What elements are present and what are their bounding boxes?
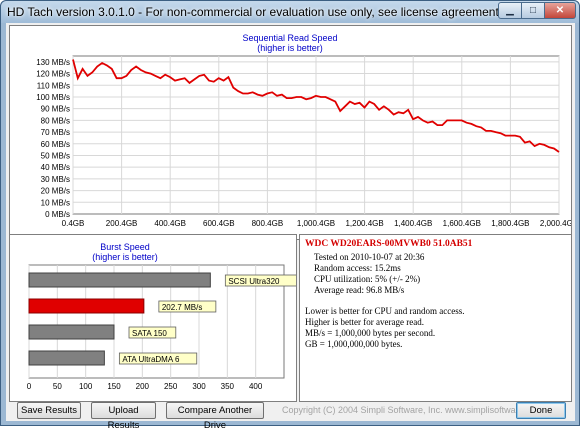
burst-bar-label: ATA UltraDMA 6 — [122, 355, 180, 364]
sequential-read-chart: 0 MB/s 10 MB/s 20 MB/s 30 MB/s 40 MB/s 50 MB/… — [36, 55, 571, 228]
burst-tick-label: 350 — [221, 382, 235, 391]
y-tick-label: 90 MB/s — [41, 105, 70, 114]
burst-bar-label: 202.7 MB/s — [162, 303, 202, 312]
burst-bar — [28, 324, 115, 340]
client-area: Sequential Read Speed (higher is better)… — [6, 23, 575, 431]
burst-tick-label: 300 — [192, 382, 206, 391]
y-tick-label: 50 MB/s — [41, 151, 70, 160]
note-higher-better: Higher is better for average read. — [305, 317, 424, 327]
note-lower-better: Lower is better for CPU and random acces… — [305, 306, 465, 316]
x-tick-label: 800.4GB — [252, 219, 284, 228]
burst-tick-label: 50 — [53, 382, 62, 391]
burst-chart-title: Burst Speed — [100, 242, 150, 252]
x-tick-label: 2,000.4GB — [540, 219, 571, 228]
sequential-read-panel: Sequential Read Speed (higher is better)… — [9, 25, 572, 240]
burst-tick-label: 400 — [249, 382, 263, 391]
x-tick-label: 1,200.4GB — [345, 219, 383, 228]
burst-bar — [28, 272, 211, 288]
maximize-button[interactable]: □ — [521, 2, 545, 19]
burst-bar-label-box — [158, 300, 217, 313]
y-tick-label: 120 MB/s — [36, 70, 70, 79]
save-results-button[interactable]: Save Results — [17, 402, 81, 419]
burst-bar-label-box — [224, 274, 296, 287]
drive-name: WDC WD20EARS-00MVWB0 51.0AB51 — [305, 239, 473, 249]
close-button[interactable]: ✕ — [544, 2, 576, 19]
burst-tick-label: 200 — [136, 382, 150, 391]
x-tick-label: 0.4GB — [62, 219, 85, 228]
sequential-chart-title: Sequential Read Speed — [242, 33, 338, 43]
random-access: Random access: 15.2ms — [314, 263, 401, 273]
burst-bar-label: SATA 150 — [132, 329, 167, 338]
burst-bar-label: SCSI Ultra320 — [228, 277, 280, 286]
x-tick-label: 1,000.4GB — [297, 219, 335, 228]
x-tick-label: 400.4GB — [154, 219, 186, 228]
burst-speed-chart: 0 50 100 150 200 250 300 350 400 SCSI Ultra320 202… — [27, 264, 296, 391]
y-tick-label: 60 MB/s — [41, 140, 70, 149]
y-tick-label: 10 MB/s — [41, 198, 70, 207]
drive-info-panel: WDC WD20EARS-00MVWB0 51.0AB51 Tested on … — [299, 234, 572, 402]
y-tick-label: 0 MB/s — [45, 210, 70, 219]
y-tick-label: 110 MB/s — [37, 81, 70, 90]
x-tick-label: 1,800.4GB — [491, 219, 529, 228]
note-mbs-def: MB/s = 1,000,000 bytes per second. — [305, 328, 436, 338]
y-tick-label: 20 MB/s — [41, 187, 70, 196]
read-speed-line — [72, 59, 560, 153]
burst-tick-label: 150 — [107, 382, 121, 391]
x-tick-label: 600.4GB — [203, 219, 235, 228]
y-tick-label: 130 MB/s — [36, 58, 70, 67]
burst-tick-label: 0 — [27, 382, 32, 391]
x-tick-label: 200.4GB — [106, 219, 138, 228]
compare-drive-button[interactable]: Compare Another Drive — [166, 402, 264, 431]
x-tick-label: 1,600.4GB — [443, 219, 481, 228]
burst-tick-label: 100 — [79, 382, 93, 391]
y-tick-label: 70 MB/s — [41, 128, 70, 137]
y-tick-label: 30 MB/s — [41, 175, 70, 184]
upload-results-button[interactable]: Upload Results — [91, 402, 156, 431]
burst-bar — [28, 298, 145, 314]
title-bar[interactable]: HD Tach version 3.0.1.0 - For non-commer… — [1, 1, 579, 23]
y-tick-label: 100 MB/s — [36, 93, 70, 102]
note-gb-def: GB = 1,000,000,000 bytes. — [305, 339, 403, 349]
tested-on: Tested on 2010-10-07 at 20:36 — [314, 252, 425, 262]
burst-bar-label-box — [128, 326, 177, 339]
window-title: HD Tach version 3.0.1.0 - For non-commer… — [7, 5, 503, 19]
y-tick-label: 40 MB/s — [41, 163, 70, 172]
cpu-utilization: CPU utilization: 5% (+/- 2%) — [314, 274, 421, 284]
x-tick-label: 1,400.4GB — [394, 219, 432, 228]
burst-bar — [28, 350, 105, 366]
minimize-button[interactable]: ▁ — [498, 2, 522, 19]
copyright-text: Copyright (C) 2004 Simpli Software, Inc.… — [282, 405, 544, 415]
y-tick-label: 80 MB/s — [41, 116, 70, 125]
burst-bar-label-box — [118, 352, 198, 365]
average-read: Average read: 96.8 MB/s — [314, 285, 405, 295]
burst-chart-subtitle: (higher is better) — [92, 252, 158, 262]
sequential-chart-subtitle: (higher is better) — [257, 43, 323, 53]
done-button[interactable]: Done — [516, 402, 566, 419]
burst-speed-panel: Burst Speed (higher is better) 0 50 100 150… — [9, 234, 297, 402]
burst-tick-label: 250 — [164, 382, 178, 391]
